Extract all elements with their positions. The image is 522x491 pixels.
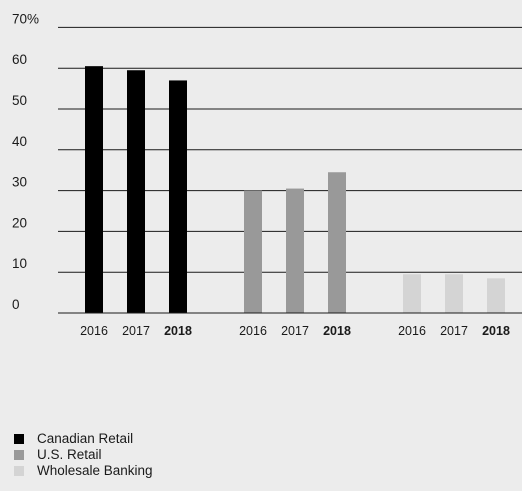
- bar-wholesale-banking-2016: [403, 274, 421, 313]
- legend-swatch-canadian-retail: [14, 434, 24, 444]
- y-tick-label-20: 20: [12, 215, 27, 230]
- legend-item-wholesale-banking: Wholesale Banking: [14, 463, 153, 479]
- bar-canadian-retail-2018: [169, 80, 187, 313]
- y-tick-label-70: 70%: [12, 11, 39, 26]
- legend-label-wholesale-banking: Wholesale Banking: [37, 463, 153, 478]
- y-tick-label-50: 50: [12, 93, 27, 108]
- bar-u-s-retail-2017: [286, 188, 304, 313]
- bar-canadian-retail-2017: [127, 70, 145, 314]
- x-tick-label-canadian-retail-2016: 2016: [80, 324, 108, 338]
- legend-label-us-retail: U.S. Retail: [37, 447, 102, 462]
- bar-wholesale-banking-2018: [487, 278, 505, 313]
- x-tick-label-wholesale-banking-2017: 2017: [440, 324, 468, 338]
- bar-canadian-retail-2016: [85, 66, 103, 313]
- legend: Canadian Retail U.S. Retail Wholesale Ba…: [14, 431, 153, 479]
- bar-u-s-retail-2016: [244, 190, 262, 313]
- x-tick-label-canadian-retail-2018: 2018: [164, 324, 192, 338]
- x-tick-label-u-s-retail-2017: 2017: [281, 324, 309, 338]
- legend-swatch-us-retail: [14, 450, 24, 460]
- y-tick-label-60: 60: [12, 52, 27, 67]
- bar-wholesale-banking-2017: [445, 274, 463, 313]
- y-tick-label-0: 0: [12, 297, 20, 312]
- legend-item-us-retail: U.S. Retail: [14, 447, 153, 463]
- x-tick-label-u-s-retail-2016: 2016: [239, 324, 267, 338]
- x-tick-label-canadian-retail-2017: 2017: [122, 324, 150, 338]
- legend-item-canadian-retail: Canadian Retail: [14, 431, 153, 447]
- y-tick-label-40: 40: [12, 134, 27, 149]
- legend-swatch-wholesale-banking: [14, 466, 24, 476]
- bar-chart: 0 10 20 30 40 50 60 70% 2016 2017 2018 2016 2017 2018…: [12, 11, 522, 338]
- x-tick-label-wholesale-banking-2018: 2018: [482, 324, 510, 338]
- y-tick-label-30: 30: [12, 175, 27, 190]
- x-tick-label-u-s-retail-2018: 2018: [323, 324, 351, 338]
- bar-u-s-retail-2018: [328, 172, 346, 313]
- x-tick-label-wholesale-banking-2016: 2016: [398, 324, 426, 338]
- legend-label-canadian-retail: Canadian Retail: [37, 431, 134, 446]
- y-tick-label-10: 10: [12, 256, 27, 271]
